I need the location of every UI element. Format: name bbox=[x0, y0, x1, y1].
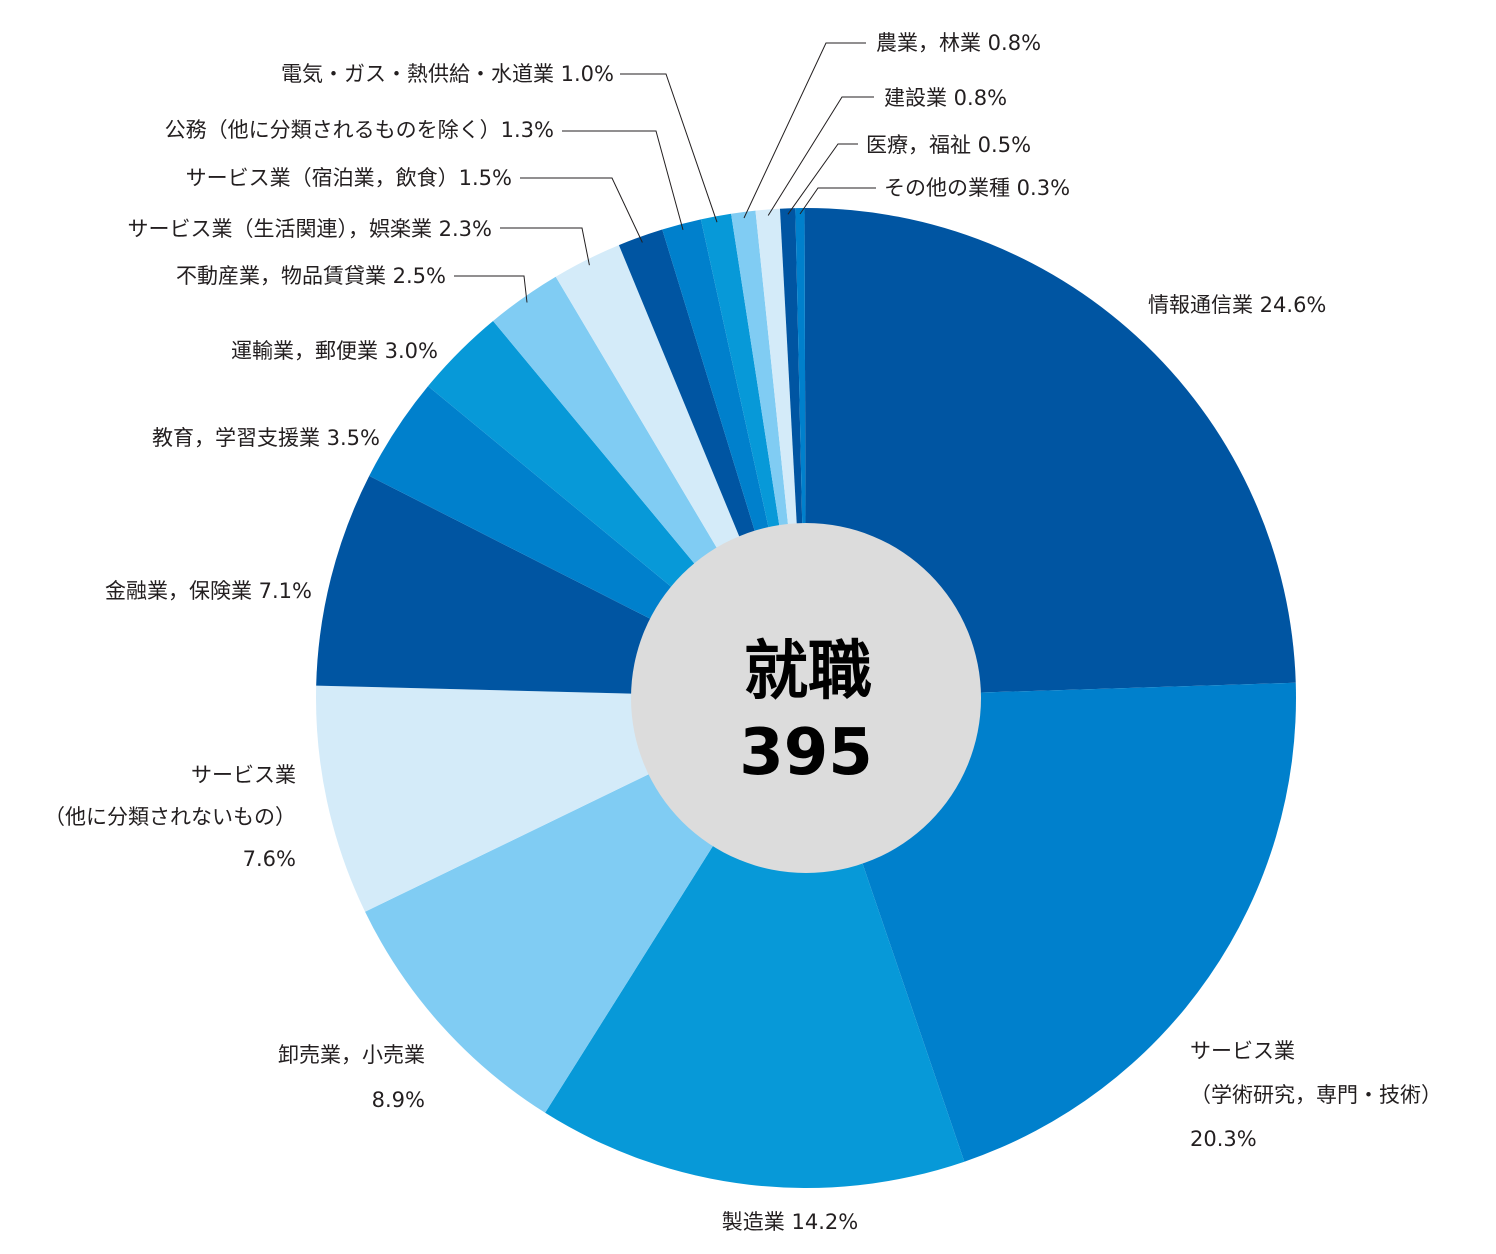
slice-label: サービス業（宿泊業，飲食）1.5% bbox=[186, 166, 512, 190]
slice-label: 7.6% bbox=[243, 847, 296, 871]
leader-line bbox=[787, 143, 858, 215]
slice-label: 20.3% bbox=[1190, 1127, 1257, 1151]
pie-slice bbox=[545, 698, 965, 1188]
slice-label: （学術研究，専門・技術） bbox=[1190, 1083, 1442, 1107]
center-hole bbox=[631, 523, 981, 873]
slice-label: 卸売業，小売業 bbox=[278, 1043, 425, 1067]
slice-label: 製造業 14.2% bbox=[722, 1210, 858, 1234]
leader-line bbox=[767, 96, 874, 216]
slice-labels: 情報通信業 24.6% サービス業 （学術研究，専門・技術） 20.3% 製造業 14.… bbox=[44, 31, 1442, 1234]
slice-label: 運輸業，郵便業 3.0% bbox=[231, 339, 438, 363]
leader-line bbox=[799, 187, 876, 215]
slice-label: 教育，学習支援業 3.5% bbox=[152, 426, 380, 450]
slice-label: サービス業 bbox=[191, 763, 296, 787]
slice-label: 金融業，保険業 7.1% bbox=[105, 579, 312, 603]
slice-label: 農業，林業 0.8% bbox=[876, 31, 1041, 55]
slice-label: 情報通信業 24.6% bbox=[1148, 293, 1326, 317]
leader-line bbox=[500, 227, 590, 266]
slice-label: 医療，福祉 0.5% bbox=[866, 133, 1031, 157]
slice-label: 8.9% bbox=[372, 1088, 425, 1112]
slice-label: その他の業種 0.3% bbox=[884, 176, 1070, 200]
leader-line bbox=[454, 275, 528, 303]
slice-label: サービス業（生活関連），娯楽業 2.3% bbox=[127, 217, 492, 241]
slice-label: サービス業 bbox=[1190, 1039, 1295, 1063]
leader-line bbox=[562, 130, 684, 231]
leader-line bbox=[743, 42, 866, 219]
slice-label: 不動産業，物品賃貸業 2.5% bbox=[176, 264, 446, 288]
slice-label: 建設業 0.8% bbox=[884, 86, 1007, 110]
slice-label: 電気・ガス・熱供給・水道業 1.0% bbox=[281, 62, 614, 86]
slice-label: （他に分類されないもの） bbox=[44, 805, 296, 829]
center-label: 就職 bbox=[744, 635, 872, 709]
leader-line bbox=[520, 177, 643, 243]
leader-lines bbox=[454, 42, 876, 303]
slice-label: 公務（他に分類されるものを除く）1.3% bbox=[165, 118, 554, 142]
center-value: 395 bbox=[739, 716, 873, 790]
leader-line bbox=[620, 73, 718, 223]
